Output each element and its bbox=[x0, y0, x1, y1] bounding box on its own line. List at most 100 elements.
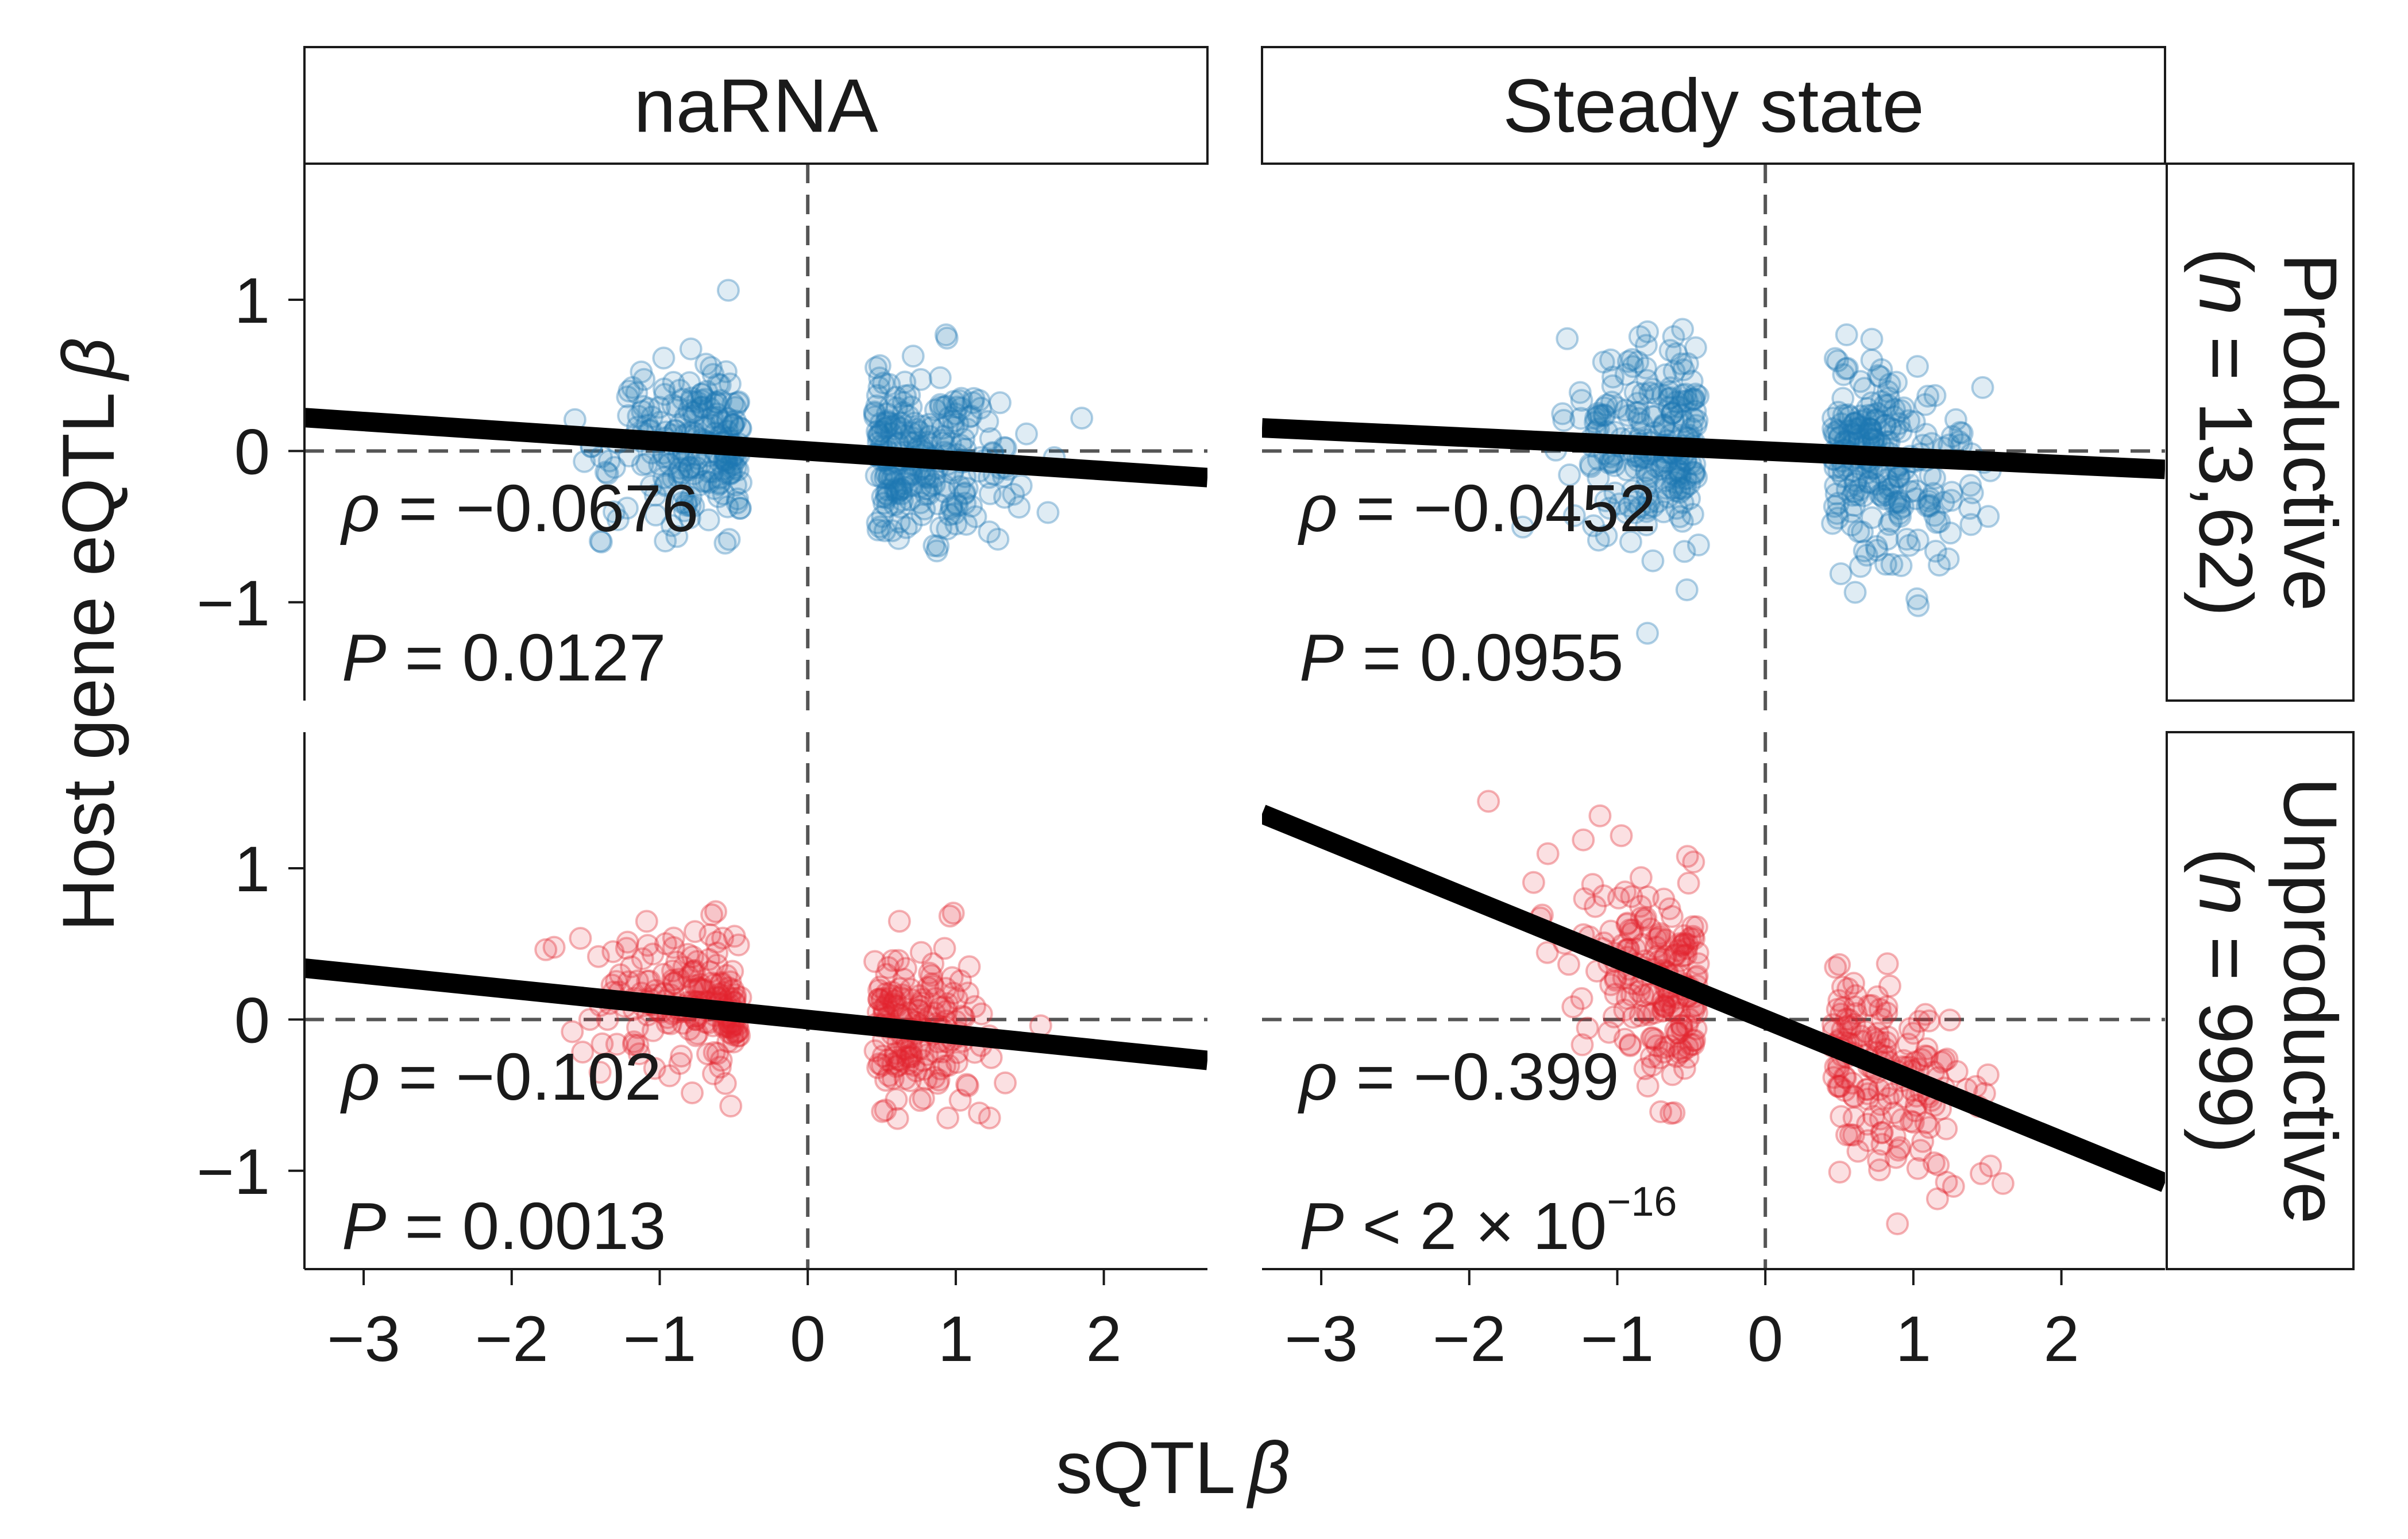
data-point bbox=[644, 503, 667, 527]
data-point bbox=[620, 955, 643, 979]
data-point bbox=[1959, 474, 1982, 497]
y-tick-label: 0 bbox=[234, 416, 270, 488]
data-point bbox=[863, 402, 886, 426]
x-tick-label: 0 bbox=[790, 1303, 825, 1375]
x-axis-col-1: −3 −2 −1 0 1 2 bbox=[304, 1268, 1207, 1375]
data-point bbox=[955, 1073, 978, 1096]
data-point bbox=[967, 389, 991, 412]
data-point bbox=[635, 910, 658, 933]
data-point bbox=[1570, 987, 1593, 1010]
data-point bbox=[876, 495, 900, 519]
data-point bbox=[1936, 547, 1960, 571]
data-point bbox=[681, 961, 704, 984]
data-point bbox=[695, 380, 719, 403]
data-point bbox=[648, 396, 671, 419]
data-point bbox=[690, 389, 713, 412]
data-point bbox=[1903, 410, 1926, 434]
data-point bbox=[946, 395, 969, 419]
data-point bbox=[870, 1053, 894, 1077]
data-point bbox=[1938, 1008, 1962, 1032]
data-point bbox=[897, 1052, 920, 1076]
data-point bbox=[1654, 469, 1677, 493]
data-point bbox=[866, 518, 890, 542]
data-point bbox=[1674, 943, 1698, 967]
data-point bbox=[1940, 481, 1963, 504]
data-point bbox=[1932, 490, 1955, 514]
data-point bbox=[1873, 487, 1897, 511]
data-point bbox=[1657, 387, 1681, 411]
data-point bbox=[679, 485, 703, 509]
data-point bbox=[1859, 417, 1882, 441]
data-point bbox=[1653, 1036, 1676, 1059]
data-point bbox=[892, 401, 915, 424]
data-point bbox=[1913, 1003, 1937, 1026]
data-point bbox=[1587, 528, 1610, 552]
data-point bbox=[1882, 1101, 1905, 1124]
data-point bbox=[868, 366, 892, 390]
data-point bbox=[1827, 1075, 1851, 1099]
data-point bbox=[631, 947, 654, 970]
data-point bbox=[1615, 912, 1639, 936]
data-point bbox=[708, 471, 731, 494]
y-axis-title: Host gene eQTLβ bbox=[48, 338, 130, 931]
data-point bbox=[889, 986, 912, 1009]
data-point bbox=[1477, 790, 1500, 813]
data-point bbox=[643, 484, 667, 507]
data-point bbox=[952, 482, 976, 506]
data-point bbox=[615, 496, 639, 520]
data-point bbox=[1904, 1099, 1927, 1123]
data-point bbox=[1913, 1044, 1937, 1068]
data-point bbox=[920, 972, 944, 996]
data-point bbox=[877, 1064, 901, 1087]
data-point bbox=[1658, 1034, 1682, 1058]
x-tick-label: 1 bbox=[938, 1303, 974, 1375]
data-point bbox=[867, 376, 891, 399]
data-point bbox=[1822, 407, 1845, 430]
data-point bbox=[1587, 404, 1610, 428]
data-point bbox=[653, 377, 676, 401]
data-point bbox=[1682, 1033, 1705, 1056]
data-point bbox=[721, 1023, 744, 1046]
data-point bbox=[1853, 539, 1876, 563]
data-point bbox=[943, 502, 966, 525]
data-point bbox=[1822, 417, 1845, 440]
data-point bbox=[722, 413, 746, 436]
data-point bbox=[603, 455, 626, 479]
data-point bbox=[1617, 404, 1641, 427]
data-point bbox=[1909, 1139, 1932, 1162]
data-point bbox=[713, 461, 736, 484]
data-point bbox=[688, 473, 711, 497]
data-point bbox=[668, 378, 692, 402]
data-point bbox=[1570, 389, 1593, 412]
data-point bbox=[929, 393, 952, 416]
data-point bbox=[890, 478, 913, 501]
data-point bbox=[1603, 481, 1627, 505]
data-point bbox=[627, 404, 650, 428]
data-point bbox=[932, 995, 956, 1018]
data-point bbox=[1618, 1033, 1642, 1056]
data-point bbox=[1670, 1018, 1694, 1042]
data-point bbox=[900, 1045, 924, 1069]
data-point bbox=[1863, 1028, 1887, 1051]
data-point bbox=[1830, 1105, 1853, 1128]
data-point bbox=[1646, 490, 1669, 513]
data-point bbox=[1849, 409, 1872, 433]
data-point bbox=[1844, 984, 1867, 1007]
data-point bbox=[1835, 323, 1858, 346]
data-point bbox=[1673, 540, 1696, 563]
data-point bbox=[1639, 1026, 1663, 1050]
data-point bbox=[1684, 413, 1708, 437]
data-point bbox=[912, 1057, 936, 1081]
data-point bbox=[718, 372, 742, 396]
data-point bbox=[894, 384, 917, 408]
data-point bbox=[1651, 989, 1674, 1012]
data-point bbox=[707, 485, 730, 508]
data-point bbox=[868, 423, 892, 447]
data-point bbox=[1684, 382, 1707, 406]
data-point bbox=[863, 400, 886, 424]
data-point bbox=[1654, 363, 1677, 386]
data-point bbox=[672, 482, 695, 505]
data-point bbox=[1876, 380, 1900, 403]
data-point bbox=[1855, 543, 1878, 567]
data-point bbox=[640, 405, 664, 429]
